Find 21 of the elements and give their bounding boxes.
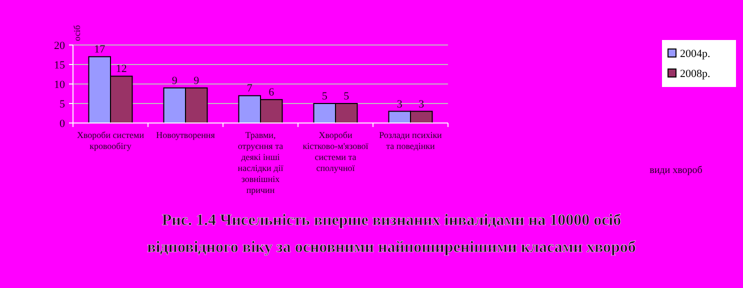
x-tick-label: Хвороби системи кровообігу — [76, 130, 144, 151]
y-tick-label: 20 — [54, 40, 66, 52]
legend-label: 2004р. — [680, 48, 710, 60]
legend-label: 2008р. — [680, 68, 710, 80]
data-label: 6 — [268, 86, 275, 99]
text: види хвороб — [650, 165, 702, 176]
data-label: 5 — [344, 90, 350, 102]
data-label: 5 — [322, 90, 328, 102]
x-tick-label: Новоутворення — [156, 130, 215, 140]
y-axis-title: осіб — [72, 24, 82, 41]
y-tick-label: 0 — [60, 118, 66, 130]
data-label: 12 — [116, 63, 127, 76]
data-label: 7 — [246, 82, 253, 95]
data-label: 17 — [94, 44, 106, 56]
y-tick-label: 5 — [60, 98, 66, 110]
text: Рис. 1.4 Чисельність вперше визнаних інвалідами на 10000 осіб відповідного віку за основними найпоширенішими класами хвороб — [147, 212, 636, 256]
x-tick-label: Розлади психіки та поведінки — [379, 130, 442, 151]
x-tick-label: Хвороби кістково-м'язової системи та сполучної — [302, 130, 369, 173]
y-tick-label: 10 — [54, 78, 66, 91]
x-tick-label: Травми, отруєння та деякі інші наслідки дії зовнішніх причин — [238, 130, 284, 195]
y-tick-label: 15 — [54, 59, 66, 72]
